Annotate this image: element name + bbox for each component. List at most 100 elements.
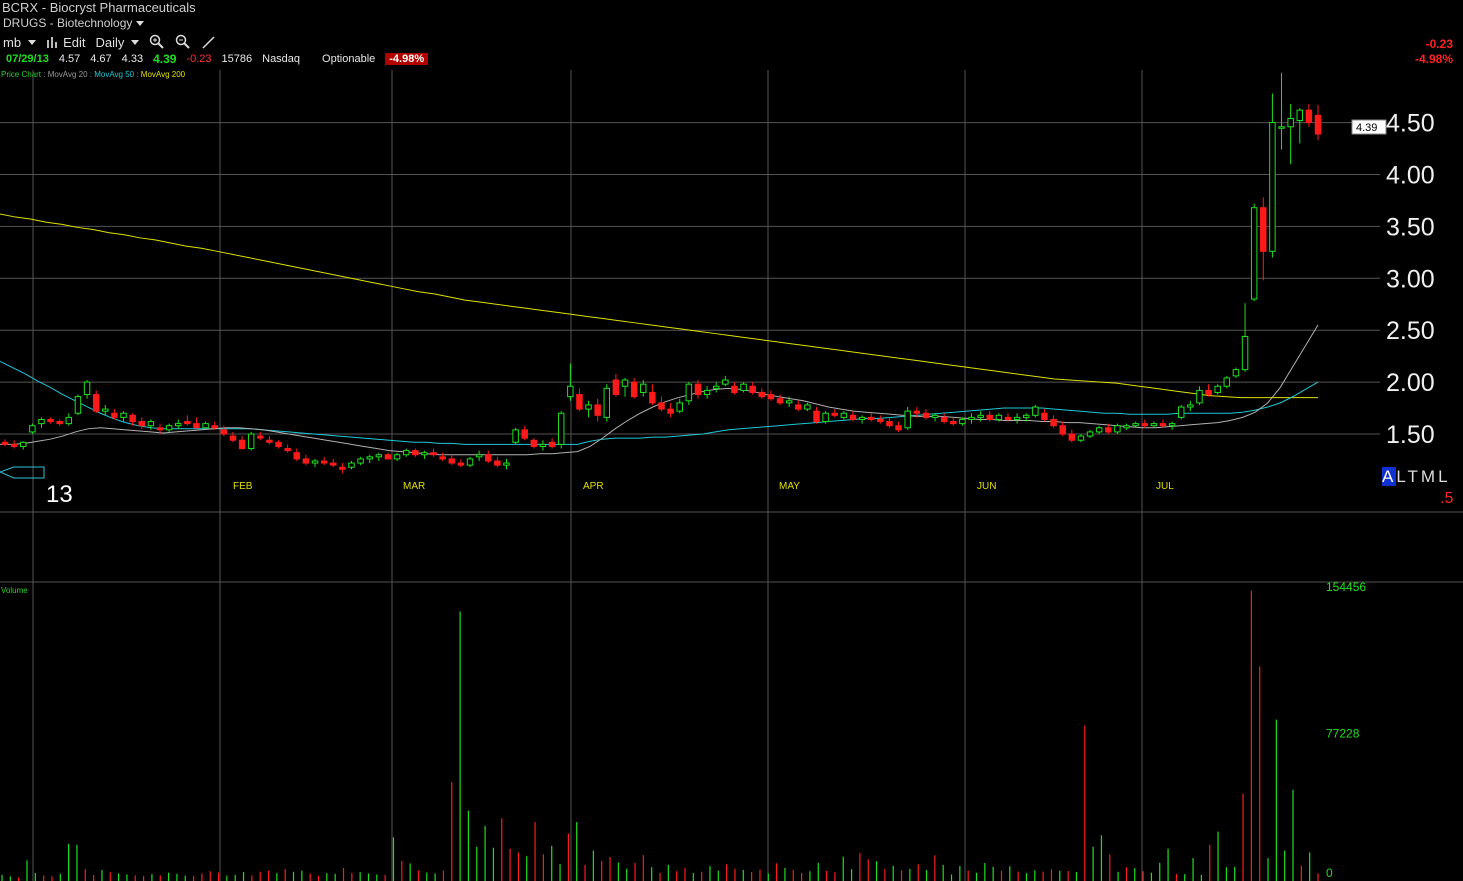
candle-body [339,466,346,470]
candle-body [621,379,629,387]
candle-body [1132,423,1139,427]
candle-body [521,429,528,439]
zoom-in-icon[interactable] [149,34,165,50]
sector-dropdown[interactable]: DRUGS - Biotechnology [3,16,145,30]
timeframe-a[interactable]: A [1382,467,1397,486]
ma20-line [0,324,1319,456]
zoom-out-icon[interactable] [175,34,191,50]
candle-body [1068,433,1076,441]
candle-body [886,421,893,427]
candle-body [804,404,811,410]
candle-body [165,425,173,431]
right-change-readout: -0.23 -4.98% [1415,37,1453,67]
draw-line-icon[interactable] [201,34,217,50]
legend-ma50[interactable]: MovAvg 50 [94,70,135,79]
legend-ma20[interactable]: MovAvg 20 [47,70,88,79]
timeframe-ltml[interactable]: LTML [1396,467,1451,486]
candle-body [1077,435,1085,441]
period-dropdown[interactable]: Daily [95,34,140,50]
candle-body [20,441,27,447]
candle-body [776,398,784,404]
candle-body [567,385,574,398]
candle-body [47,418,54,423]
x-tick-label: FEB [233,481,253,492]
layout-label: mb [3,34,22,50]
ticker-symbol[interactable]: BCRX [2,0,39,15]
candle-body [722,379,729,385]
candle-body [585,404,592,410]
volume-tick-label: 154456 [1326,580,1366,594]
edit-button[interactable]: Edit [46,35,85,50]
candle-body [393,454,401,460]
toolbar: mb Edit Daily [3,34,217,50]
candle-body [831,412,838,416]
candle-body [840,412,848,418]
candle-body [1278,126,1285,129]
candle-body [83,381,91,396]
bar-chart-icon [47,37,58,48]
candle-body [494,460,501,466]
candle-body [877,418,884,423]
candle-body [1086,431,1094,437]
candle-body [685,383,693,402]
candle-body [612,379,620,396]
candle-body [375,454,383,458]
candle-body [1187,404,1194,408]
candle-body [731,385,738,393]
x-tick-label: MAY [779,481,800,492]
x-tick-label: JUL [1156,481,1174,492]
candle-body [485,454,492,462]
candle-body [1123,425,1130,429]
candle-body [311,460,319,464]
layout-dropdown[interactable]: mb [3,34,37,50]
quote-open: 4.57 [58,53,81,65]
candle-body [1114,425,1121,433]
candle-body [1260,207,1267,252]
candle-body [1032,406,1039,416]
legend-ma200[interactable]: MovAvg 200 [140,70,186,79]
candle-body [1013,416,1021,420]
quote-exchange: Nasdaq [262,53,301,65]
candle-body [1196,389,1203,404]
candle-body [785,400,793,404]
candle-body [302,458,310,464]
volume-tick-label: 0 [1326,866,1333,880]
candle-body [667,408,674,414]
candle-body [1223,377,1231,387]
percent-change-badge: -4.98% [385,53,429,65]
candle-body [74,396,82,414]
candle-body [740,383,747,391]
candle-body [1150,423,1158,427]
quote-bar: 07/29/13 4.57 4.67 4.33 4.39 -0.23 15786… [6,52,429,66]
timeframe-selector[interactable]: ALTML [1382,467,1451,487]
sector-label: DRUGS - Biotechnology [3,16,133,30]
candle-body [184,421,191,425]
candle-body [539,443,547,447]
optionable-label: Optionable [322,53,376,65]
candle-body [330,462,337,466]
candle-body [193,423,200,429]
candle-body [1095,427,1103,433]
candle-body [1168,423,1176,427]
candle-body [968,416,975,420]
period-label: Daily [95,34,125,50]
candle-body [913,410,921,414]
candle-body [138,421,146,427]
volume-tick-label: 77228 [1326,727,1360,741]
candle-body [749,385,756,393]
candle-body [1232,369,1240,377]
y-tick-label: 2.00 [1386,369,1435,397]
right-change-value: -0.23 [1425,37,1453,51]
x-tick-label: JUN [977,481,996,492]
candle-body [867,416,875,420]
candle-body [147,421,155,427]
chart-title: BCRX - Biocryst Pharmaceuticals [2,0,196,15]
candle-body [1241,335,1249,371]
candle-body [594,404,601,416]
quote-change: -0.23 [186,53,212,65]
legend-price-chart[interactable]: Price Chart [1,70,42,79]
year-label: 13 [46,481,73,508]
candle-body [986,414,993,420]
x-tick-label: APR [583,481,604,492]
